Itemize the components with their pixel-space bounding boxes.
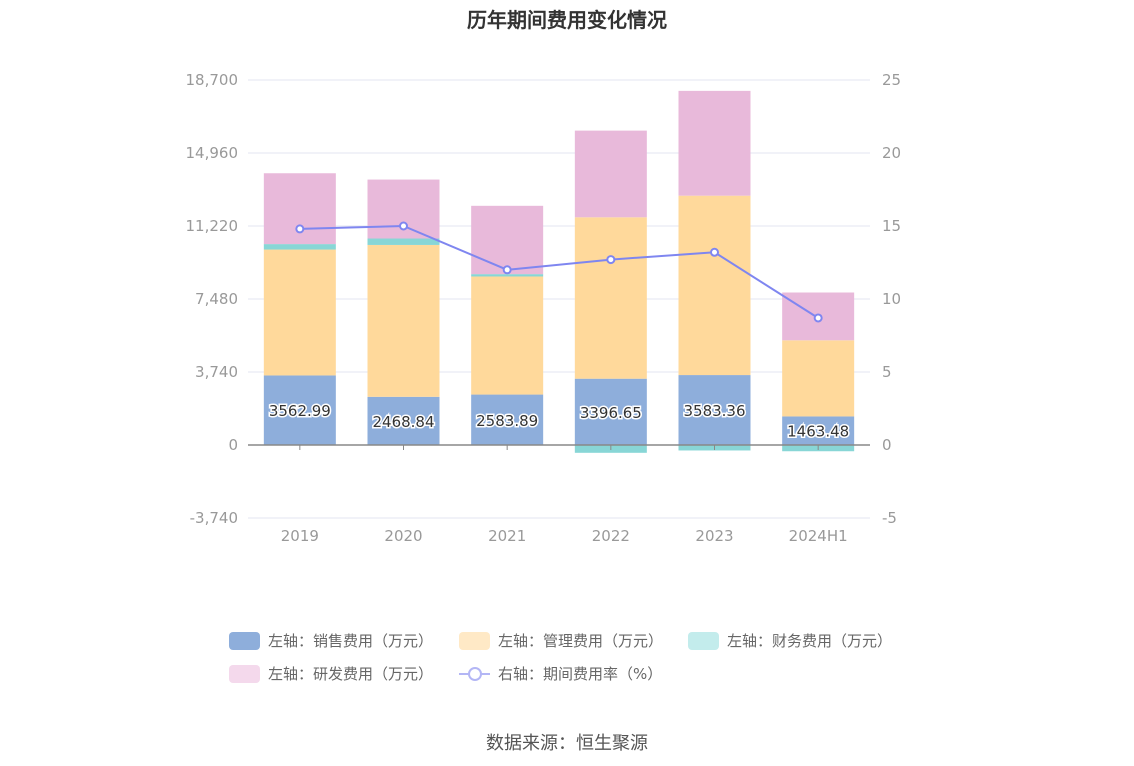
right-axis-tick-label: 5 [882,363,892,381]
x-axis-tick-label: 2019 [281,527,319,545]
bar-segment-0 [471,394,544,445]
legend-label-rnd: 左轴：研发费用（万元） [268,665,434,683]
left-axis-tick-label: 0 [228,436,238,454]
legend-swatch-admin [459,631,490,650]
legend-item-expense-ratio[interactable]: 右轴：期间费用率（%） [459,663,662,684]
right-axis-tick-label: -5 [882,509,897,527]
data-label-sales: 3396.65 [580,404,642,422]
expense-ratio-point [399,221,408,231]
left-axis-tick-label: 11,220 [186,217,239,235]
expense-ratio-point [502,265,512,275]
bar-segment-2 [263,244,336,250]
x-axis-tick-label: 2022 [592,527,630,545]
bar-segment-1 [782,340,855,417]
chart-plot-area: -3,740 0 3,740 7,480 11,220 14,960 18,700 -5 0 5 1… [186,71,902,545]
left-axis-tick-label: 7,480 [195,290,238,308]
legend-swatch-rnd [229,664,260,683]
bar-segment-3 [263,173,336,245]
x-axis-tick-label: 2024H1 [789,527,848,545]
expense-ratio-line [299,224,819,319]
bar-segment-1 [263,249,336,376]
bar-segment-1 [367,244,440,397]
legend-item-sales[interactable]: 左轴：销售费用（万元） [229,630,433,651]
data-label-sales: 2468.84 [372,413,434,431]
expense-ratio-point [295,224,305,234]
left-axis-tick-label: 14,960 [186,144,239,162]
right-axis-tick-label: 15 [882,217,901,235]
bar-segment-0 [574,378,647,445]
data-label-sales: 1463.48 [787,423,849,441]
legend-item-rnd[interactable]: 左轴：研发费用（万元） [229,663,433,684]
expense-ratio-point [606,255,616,265]
x-axis-tick-label: 2021 [488,527,526,545]
data-label-sales: 2583.89 [476,412,538,430]
legend-item-admin[interactable]: 左轴：管理费用（万元） [459,630,663,651]
bar-segment-3 [471,205,544,275]
chart-title: 历年期间费用变化情况 [467,8,667,32]
left-axis-tick-label: 18,700 [186,71,239,89]
right-axis-tick-label: 0 [882,436,892,454]
bar-segment-2 [367,238,440,245]
left-axis-tick-label: -3,740 [190,509,238,527]
data-source-note: 数据来源：恒生聚源 [486,733,648,754]
bar-segment-2 [471,274,544,277]
bar-segment-1 [678,195,751,376]
x-axis-tick-label: 2023 [695,527,733,545]
x-axis-tick-label: 2020 [384,527,422,545]
bar-segment-1 [574,217,647,379]
legend-swatch-expense-ratio [459,665,490,683]
data-label-sales: 3583.36 [683,402,745,420]
legend-swatch-sales [229,631,260,650]
legend-label-expense-ratio: 右轴：期间费用率（%） [498,665,663,683]
left-axis-tick-label: 3,740 [195,363,238,381]
bar-segment-1 [471,276,544,395]
bar-segment-0 [367,396,440,445]
bar-segment-3 [574,130,647,218]
legend-label-finance: 左轴：财务费用（万元） [727,632,893,650]
legend-label-admin: 左轴：管理费用（万元） [498,632,664,650]
right-axis-tick-label: 25 [882,71,901,89]
legend-item-finance[interactable]: 左轴：财务费用（万元） [688,630,892,651]
bar-segment-3 [678,90,751,196]
right-axis-tick-label: 20 [882,144,901,162]
expense-ratio-point [813,313,823,323]
expense-ratio-point [710,247,719,257]
legend-label-sales: 左轴：销售费用（万元） [268,632,434,650]
bar-segment-0 [782,416,855,445]
data-label-sales: 3562.99 [269,402,331,420]
legend-swatch-finance [688,631,719,650]
right-axis-tick-label: 10 [882,290,901,308]
bar-segment-0 [263,375,336,445]
bar-segment-0 [678,375,751,445]
